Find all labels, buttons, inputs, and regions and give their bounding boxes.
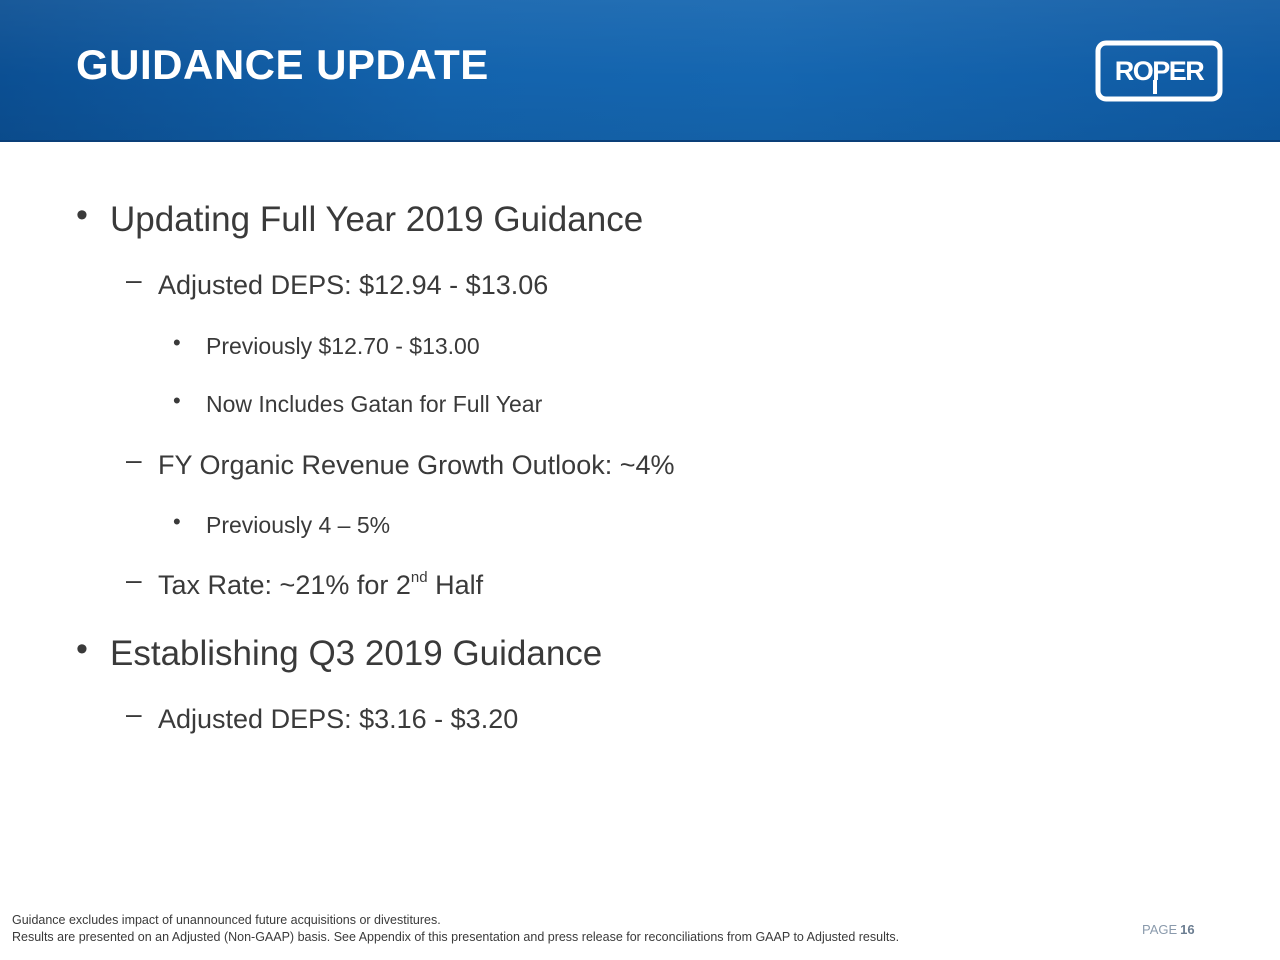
dash-marker: –	[126, 264, 142, 295]
dash-marker: –	[126, 564, 142, 595]
footnote-guidance-exclusions: Guidance excludes impact of unannounced …	[12, 913, 441, 927]
dash-organic-growth: – FY Organic Revenue Growth Outlook: ~4%	[126, 446, 675, 480]
tax-rate-superscript: nd	[410, 569, 428, 586]
full-year-guidance-heading: Updating Full Year 2019 Guidance	[110, 200, 644, 239]
svg-text:ROPER: ROPER	[1115, 56, 1205, 86]
page-number: 16	[1180, 922, 1195, 937]
dash-marker: –	[126, 698, 142, 729]
dash-marker: –	[126, 444, 142, 475]
tax-rate-suffix: Half	[427, 570, 484, 600]
sub-bullet-gatan: • Now Includes Gatan for Full Year	[173, 390, 543, 417]
roper-logo: ROPER	[1095, 40, 1223, 102]
dash-tax-rate: – Tax Rate: ~21% for 2nd Half	[126, 566, 484, 600]
dash-fy-adjusted-deps: – Adjusted DEPS: $12.94 - $13.06	[126, 266, 549, 300]
bullet-marker: •	[76, 630, 88, 668]
bullet-q3-guidance: • Establishing Q3 2019 Guidance	[76, 632, 603, 673]
bullet-marker: •	[76, 196, 88, 234]
page-number-label: PAGE 16	[1142, 922, 1195, 937]
page-label-text: PAGE	[1142, 922, 1178, 937]
organic-growth-text: FY Organic Revenue Growth Outlook: ~4%	[158, 450, 675, 480]
bullet-full-year-guidance: • Updating Full Year 2019 Guidance	[76, 198, 644, 239]
header-band	[0, 0, 1280, 142]
dash-q3-adjusted-deps: – Adjusted DEPS: $3.16 - $3.20	[126, 700, 519, 734]
bullet-marker: •	[173, 388, 181, 413]
fy-adjusted-deps-text: Adjusted DEPS: $12.94 - $13.06	[158, 270, 549, 300]
gatan-text: Now Includes Gatan for Full Year	[206, 391, 543, 417]
q3-guidance-heading: Establishing Q3 2019 Guidance	[110, 634, 603, 673]
bullet-marker: •	[173, 330, 181, 355]
sub-bullet-previously-deps: • Previously $12.70 - $13.00	[173, 332, 480, 359]
previously-deps-text: Previously $12.70 - $13.00	[206, 333, 480, 359]
footnote-adjusted-basis: Results are presented on an Adjusted (No…	[12, 930, 900, 944]
sub-bullet-previously-organic: • Previously 4 – 5%	[173, 511, 391, 538]
previously-organic-text: Previously 4 – 5%	[206, 512, 391, 538]
slide-title: GUIDANCE UPDATE	[76, 41, 489, 88]
bullet-marker: •	[173, 509, 181, 534]
q3-adjusted-deps-text: Adjusted DEPS: $3.16 - $3.20	[158, 704, 519, 734]
tax-rate-prefix: Tax Rate: ~21% for 2	[158, 570, 411, 600]
